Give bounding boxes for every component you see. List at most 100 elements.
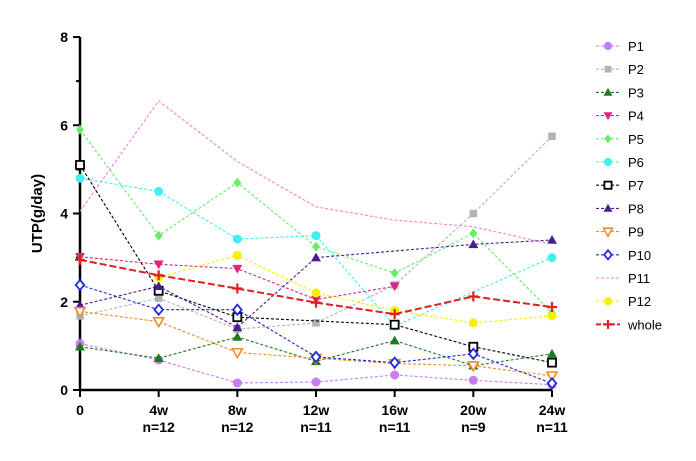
data-point-p1 (468, 375, 478, 385)
data-point-p6 (232, 234, 242, 244)
data-point-p7 (547, 357, 557, 368)
data-point-p1 (311, 377, 321, 387)
legend-marker-p6 (603, 157, 613, 167)
legend-marker-p8 (603, 203, 613, 212)
x-tick-label: 24w (539, 402, 566, 418)
data-point-p5 (154, 230, 163, 241)
series-line-p5 (79, 129, 553, 314)
legend-label: P5 (628, 132, 644, 147)
data-point-p9 (152, 317, 166, 329)
series-line-p11 (79, 100, 553, 245)
y-tick-label: 8 (60, 29, 68, 45)
data-point-p7 (389, 319, 400, 330)
y-tick-label: 2 (60, 294, 68, 310)
data-point-p2 (469, 209, 478, 218)
data-point-p8 (311, 252, 321, 262)
legend-marker-p7 (603, 180, 613, 190)
data-point-p10 (546, 376, 558, 390)
legend-label: whole (627, 317, 662, 332)
x-tick-sublabel: n=12 (143, 419, 176, 435)
x-tick-sublabel: n=11 (536, 419, 568, 435)
data-point-p10 (467, 347, 479, 361)
data-point-p12 (311, 288, 321, 298)
data-point-p8 (547, 234, 557, 244)
legend-marker-p2 (604, 65, 612, 73)
data-point-p8 (468, 239, 479, 249)
data-point-p1 (232, 378, 242, 388)
x-tick-label: 20w (460, 402, 487, 418)
data-point-p10 (231, 303, 243, 317)
x-tick-label: 16w (381, 402, 408, 418)
legend-marker-p4 (603, 112, 613, 121)
data-point-p12 (468, 318, 478, 328)
data-point-p7 (75, 160, 85, 170)
data-point-p5 (390, 268, 399, 279)
data-point-p12 (547, 311, 557, 321)
data-point-p6 (311, 231, 321, 241)
data-point-p2 (154, 294, 163, 302)
data-point-p2 (548, 132, 556, 141)
data-point-p9 (545, 371, 559, 383)
data-point-p3 (547, 348, 557, 358)
y-tick-label: 6 (60, 117, 68, 133)
x-tick-label: 4w (149, 402, 168, 418)
legend-label: P4 (628, 109, 644, 124)
data-point-whole (75, 254, 85, 265)
legend-marker-p1 (603, 41, 613, 51)
y-tick-label: 4 (60, 206, 68, 222)
legend-marker-p9 (602, 227, 614, 238)
data-point-p3 (75, 341, 85, 351)
legend-label: P8 (628, 201, 644, 216)
data-point-p4 (153, 260, 164, 270)
series-line-p6 (79, 177, 553, 327)
legend-label: P6 (628, 155, 644, 170)
data-point-p8 (153, 281, 164, 291)
x-tick-label: 0 (76, 402, 84, 418)
legend-label: P3 (628, 85, 644, 100)
data-point-p5 (76, 124, 84, 135)
data-point-p6 (154, 186, 164, 196)
legend-label: P9 (628, 225, 644, 240)
series-line-p12 (158, 254, 553, 324)
data-point-p4 (389, 282, 400, 292)
data-point-p3 (153, 353, 164, 362)
data-point-whole (547, 302, 557, 313)
legend-label: P7 (628, 178, 644, 193)
data-point-p5 (469, 228, 478, 239)
data-point-p1 (390, 370, 400, 380)
legend-label: P10 (628, 248, 651, 263)
x-tick-sublabel: n=11 (300, 419, 332, 435)
x-tick-sublabel: n=12 (221, 419, 254, 435)
data-point-p2 (312, 319, 320, 327)
legend-label: P11 (628, 271, 650, 286)
x-tick-label: 12w (303, 402, 330, 418)
data-point-p12 (232, 250, 242, 260)
series-line-p7 (79, 164, 553, 364)
data-point-whole (389, 309, 400, 320)
data-point-p3 (232, 332, 243, 341)
legend-label: P1 (628, 39, 644, 54)
data-point-whole (153, 270, 164, 281)
legend-label: P12 (628, 294, 651, 309)
legend-label: P2 (628, 62, 644, 77)
legend-marker-p10 (602, 248, 614, 261)
y-axis-label: UTP(g/day) (29, 174, 46, 253)
data-point-p9 (230, 347, 244, 360)
data-point-p10 (74, 278, 86, 292)
data-point-p10 (153, 303, 165, 317)
data-point-p4 (232, 264, 243, 274)
legend-marker-p12 (603, 297, 613, 306)
legend-marker-whole (603, 319, 613, 329)
x-tick-sublabel: n=9 (461, 419, 486, 435)
data-point-p5 (312, 241, 320, 252)
data-point-whole (232, 283, 243, 294)
data-point-p9 (466, 361, 480, 373)
data-point-p3 (389, 335, 400, 345)
series-line-p8 (79, 239, 553, 329)
x-tick-sublabel: n=11 (379, 419, 411, 435)
data-point-p10 (310, 350, 322, 364)
x-tick-label: 8w (228, 402, 247, 418)
data-point-p10 (389, 356, 401, 370)
